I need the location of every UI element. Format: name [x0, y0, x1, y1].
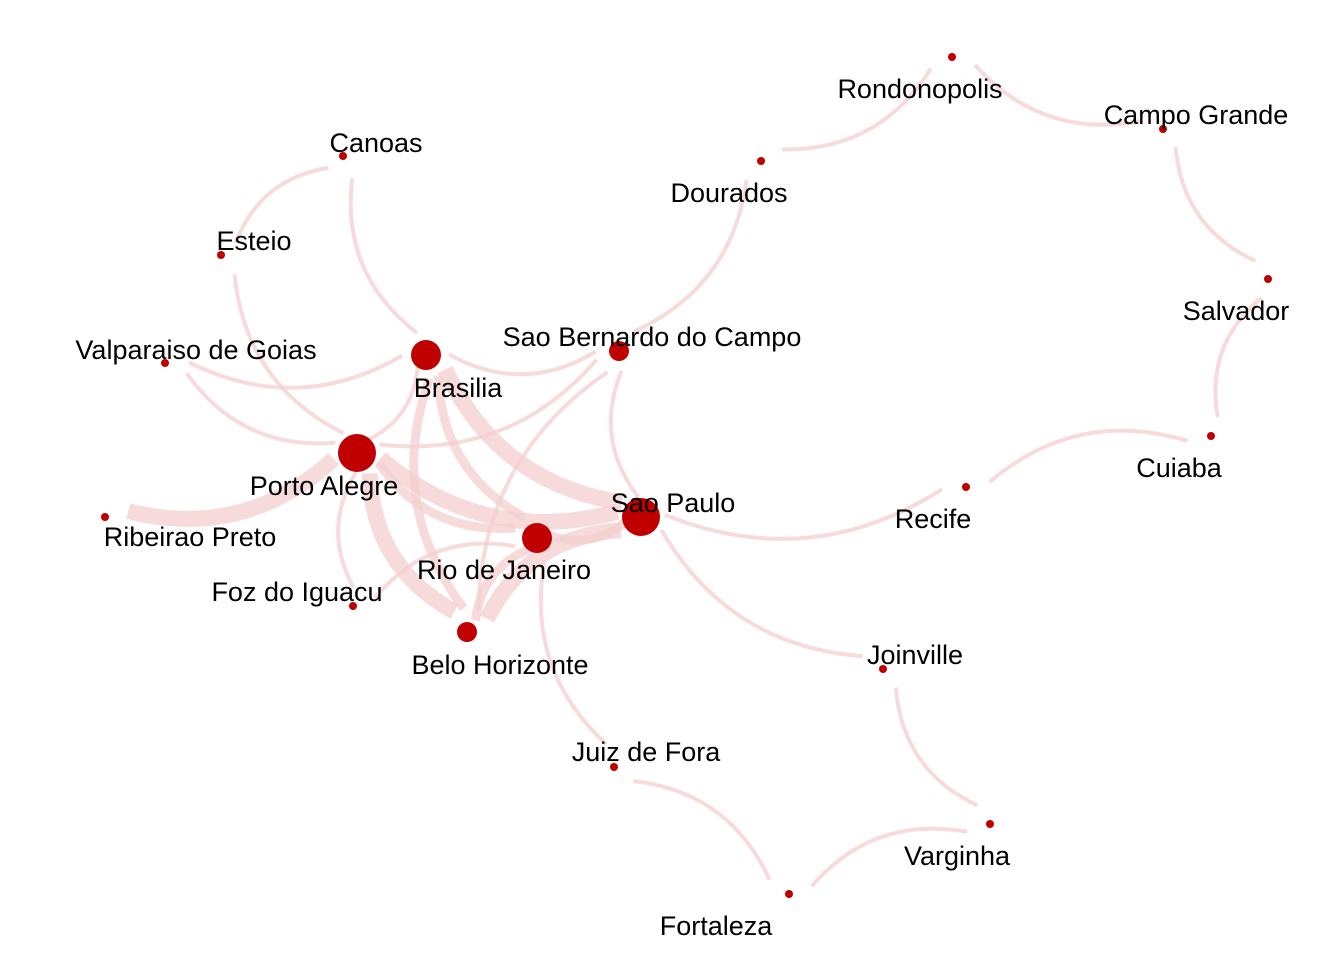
node-recife: [962, 483, 970, 491]
edge-rio-de-janeiro-foz-do-iguacu: [373, 541, 516, 600]
node-label-recife: Recife: [895, 504, 972, 534]
node-label-juiz-de-fora: Juiz de Fora: [572, 737, 722, 767]
node-label-rondonopolis: Rondonopolis: [837, 74, 1002, 104]
edges-layer: [126, 63, 1263, 888]
node-campo-grande: [1159, 125, 1167, 133]
node-fortaleza: [785, 890, 793, 898]
node-porto-alegre: [338, 434, 376, 472]
edge-rio-de-janeiro-belo-horizonte: [470, 545, 531, 622]
node-label-salvador: Salvador: [1183, 296, 1290, 326]
edge-porto-alegre-belo-horizonte: [361, 473, 459, 619]
node-label-canoas: Canoas: [329, 128, 422, 158]
edge-canoas-brasilia: [348, 177, 419, 335]
node-esteio: [217, 251, 225, 259]
edge-salvador-cuiaba: [1213, 296, 1263, 418]
edge-porto-alegre-brasilia: [364, 366, 420, 444]
edge-dourados-rondonopolis: [782, 67, 933, 152]
node-label-brasilia: Brasilia: [414, 373, 504, 403]
edge-brasilia-rio-de-janeiro: [433, 375, 527, 522]
node-label-fortaleza: Fortaleza: [660, 911, 774, 941]
edge-joinville-varginha: [893, 687, 979, 808]
nodes-layer: [101, 53, 1272, 898]
edge-valparaiso-de-goias-brasilia: [188, 353, 404, 390]
edge-ribeirao-preto-porto-alegre: [126, 453, 340, 527]
edge-sao-bernardo-do-campo-dourados: [632, 179, 749, 334]
edge-sao-paulo-recife: [664, 487, 944, 541]
node-cuiaba: [1207, 432, 1215, 440]
node-label-belo-horizonte: Belo Horizonte: [411, 650, 588, 680]
edge-rio-de-janeiro-juiz-de-fora: [538, 560, 608, 746]
node-dourados: [757, 157, 765, 165]
edge-sao-paulo-joinville: [659, 528, 863, 659]
node-belo-horizonte: [457, 622, 477, 642]
edge-cuiaba-recife: [988, 428, 1189, 484]
node-label-foz-do-iguacu: Foz do Iguacu: [211, 577, 382, 607]
edge-sao-paulo-belo-horizonte: [479, 522, 622, 623]
edge-sao-bernardo-do-campo-sao-paulo: [608, 370, 640, 499]
node-juiz-de-fora: [610, 763, 618, 771]
node-label-sao-bernardo-do-campo: Sao Bernardo do Campo: [503, 322, 802, 352]
edge-brasilia-belo-horizonte: [409, 377, 468, 611]
edge-porto-alegre-rio-de-janeiro: [374, 460, 516, 533]
node-rondonopolis: [948, 53, 956, 61]
edge-brasilia-sao-paulo: [437, 366, 624, 511]
node-salvador: [1264, 275, 1272, 283]
node-foz-do-iguacu: [349, 602, 357, 610]
node-sao-bernardo-do-campo: [609, 341, 629, 361]
edge-campo-grande-salvador: [1173, 146, 1257, 263]
node-ribeirao-preto: [101, 513, 109, 521]
labels-layer: Sao Paulo Porto Alegre Brasilia Rio de Jane…: [75, 74, 1289, 941]
edge-fortaleza-juiz-de-fora: [633, 779, 772, 881]
edge-brasilia-sao-bernardo-do-campo: [448, 349, 597, 377]
node-label-joinville: Joinville: [867, 640, 963, 670]
node-joinville: [879, 665, 887, 673]
node-sao-paulo: [622, 498, 660, 536]
node-label-cuiaba: Cuiaba: [1136, 453, 1223, 483]
node-label-campo-grande: Campo Grande: [1104, 100, 1289, 130]
node-label-rio-de-janeiro: Rio de Janeiro: [417, 555, 591, 585]
edge-porto-alegre-sao-paulo: [375, 452, 620, 530]
edge-sao-bernardo-do-campo-belo-horizonte: [476, 370, 609, 611]
edge-esteio-porto-alegre: [232, 274, 345, 435]
edge-canoas-esteio: [233, 165, 329, 244]
node-brasilia: [411, 340, 441, 370]
node-label-sao-paulo: Sao Paulo: [611, 488, 736, 518]
node-label-dourados: Dourados: [670, 178, 787, 208]
edge-rondonopolis-campo-grande: [973, 63, 1141, 127]
node-label-ribeirao-preto: Ribeirao Preto: [104, 522, 277, 552]
node-label-porto-alegre: Porto Alegre: [250, 471, 399, 501]
node-label-valparaiso-de-goias: Valparaiso de Goias: [75, 335, 316, 365]
edge-varginha-fortaleza: [810, 826, 968, 888]
node-varginha: [986, 820, 994, 828]
edge-valparaiso-de-goias-porto-alegre: [185, 372, 336, 446]
edge-porto-alegre-foz-do-iguacu: [336, 470, 359, 589]
node-valparaiso-de-goias: [161, 359, 169, 367]
node-rio-de-janeiro: [522, 523, 552, 553]
node-canoas: [339, 152, 347, 160]
node-label-varginha: Varginha: [904, 841, 1011, 871]
node-label-esteio: Esteio: [216, 226, 291, 256]
